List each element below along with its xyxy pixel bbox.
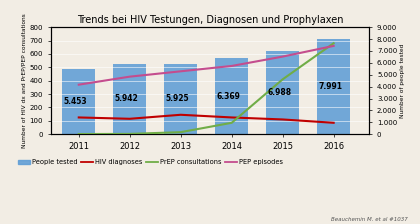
- Text: 5.453: 5.453: [63, 97, 87, 106]
- Text: 5.925: 5.925: [165, 95, 189, 103]
- Bar: [62, 69, 95, 134]
- Text: 7.991: 7.991: [318, 82, 342, 91]
- Legend: People tested, HIV diagnoses, PrEP consultations, PEP episodes: People tested, HIV diagnoses, PrEP consu…: [16, 157, 286, 168]
- Text: 6.369: 6.369: [216, 92, 240, 101]
- Text: Beauchemin M. et al #1037: Beauchemin M. et al #1037: [331, 217, 407, 222]
- Y-axis label: Number of people tested: Number of people tested: [400, 43, 405, 118]
- Text: 6.988: 6.988: [268, 88, 291, 97]
- Title: Trends bei HIV Testungen, Diagnosen und Prophylaxen: Trends bei HIV Testungen, Diagnosen und …: [77, 15, 343, 25]
- Bar: [113, 64, 146, 134]
- Bar: [215, 58, 248, 134]
- Bar: [317, 39, 350, 134]
- Y-axis label: Number of HIV dx and PrEP/PEP consultations: Number of HIV dx and PrEP/PEP consultati…: [22, 13, 27, 148]
- Bar: [266, 51, 299, 134]
- Text: 5.942: 5.942: [114, 94, 138, 103]
- Bar: [164, 64, 197, 134]
